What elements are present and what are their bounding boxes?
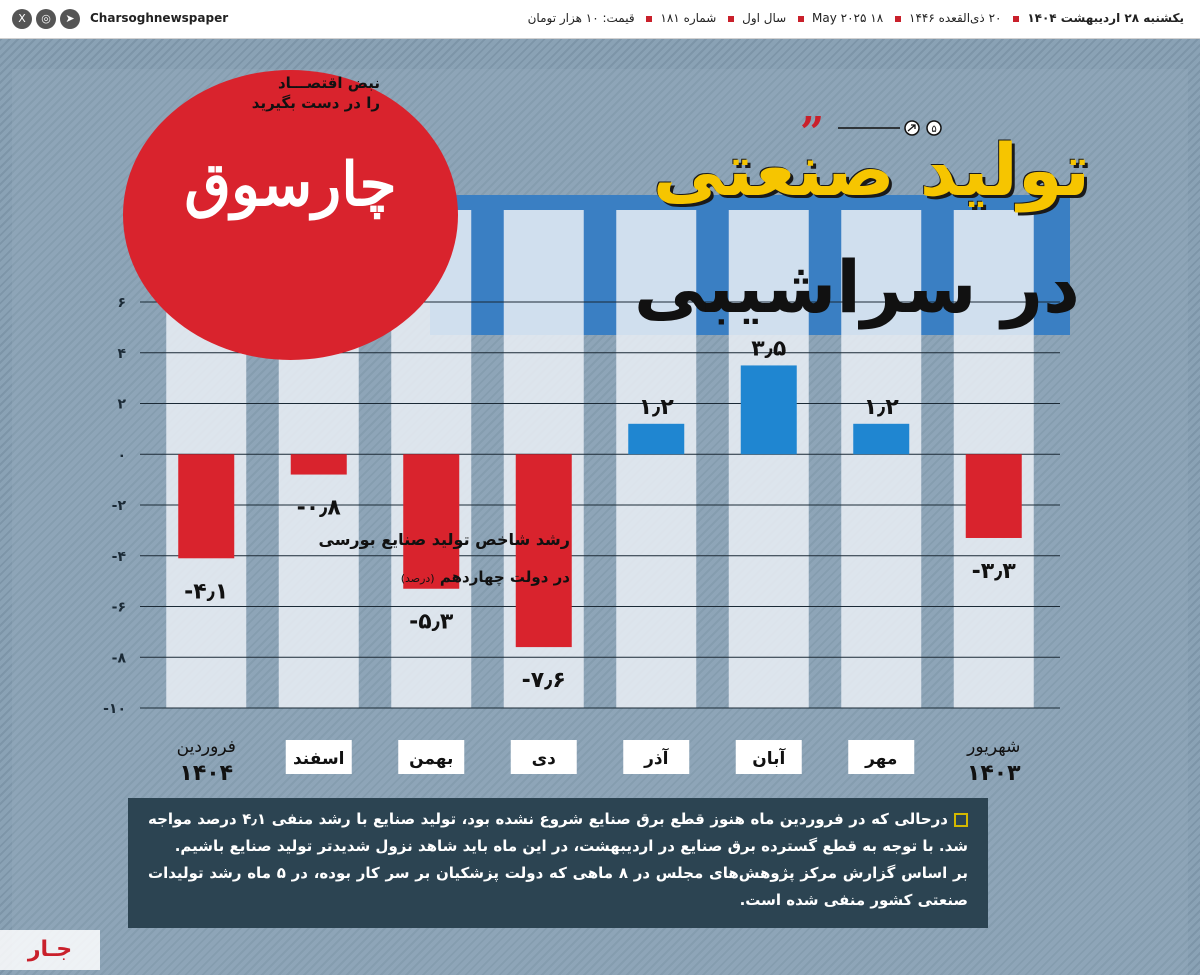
chart-column-bg [616, 210, 697, 708]
category-label: بهمن [409, 749, 453, 769]
chart-column-bg [841, 210, 922, 708]
top-bar: X ◎ ➤ Charsoghnewspaper یکشنبه ۲۸ اردیبه… [0, 0, 1200, 39]
category-label-box [623, 740, 690, 774]
masthead-hijri: ۲۰ ذی‌القعده ۱۴۴۶ [909, 11, 1002, 25]
bar [403, 454, 460, 589]
data-label: -۷٫۶ [522, 668, 566, 693]
category-label-box [735, 740, 802, 774]
data-label: -۵٫۳ [409, 610, 454, 635]
chart-title: رشد شاخص تولید صنایع بورسی [318, 530, 571, 549]
bar [290, 454, 347, 475]
y-tick-label: ۲ [117, 397, 126, 413]
logo-tagline-2: را در دست بگیرید [251, 94, 380, 112]
masthead-year: سال اول [742, 11, 787, 25]
headline-line-1: تولید صنعتی [652, 128, 1090, 212]
chart-subtitle-text: در دولت چهاردهم [439, 568, 570, 586]
data-label: ۱٫۲ [864, 395, 900, 420]
y-tick-label: ۴ [117, 346, 126, 362]
category-label: اسفند [293, 749, 345, 769]
logo-tagline-1: نبض اقتصـــاد [277, 74, 380, 92]
note-box: درحالی که در فروردین ماه هنوز قطع برق صن… [128, 798, 988, 928]
page-counter-number: ۵ [931, 124, 936, 135]
category-label: مهر [864, 749, 897, 769]
category-label: دی [532, 749, 557, 769]
bar [178, 454, 235, 559]
y-tick-label: ۰ [117, 447, 126, 463]
data-label: -۴٫۱ [184, 579, 228, 604]
masthead-gregorian: ۱۸ May ۲۰۲۵ [812, 11, 884, 25]
category-year-label: ۱۴۰۳ [967, 761, 1021, 786]
data-label: ۳٫۵ [751, 336, 786, 361]
category-label: شهریور [966, 737, 1020, 757]
brand-handle[interactable]: Charsoghnewspaper [90, 11, 229, 25]
logo-wordmark: چارسوق [184, 150, 397, 220]
category-label-box [848, 740, 915, 774]
masthead-price: قیمت: ۱۰ هزار تومان [527, 11, 635, 25]
bar [740, 365, 797, 455]
category-label: آبان [752, 747, 786, 769]
note-bullet-icon [954, 812, 968, 827]
data-label: -۳٫۳ [972, 559, 1017, 584]
data-label: ۱٫۲ [639, 395, 675, 420]
category-label: فروردین [177, 737, 236, 757]
data-label: -۰٫۸ [297, 496, 342, 521]
telegram-icon[interactable]: ➤ [60, 9, 80, 29]
masthead-issue: شماره ۱۸۱ [660, 11, 717, 25]
category-label-box [398, 740, 465, 774]
watermark-logo: جـار [0, 930, 100, 970]
y-tick-label: -۲ [112, 498, 127, 514]
y-tick-label: -۴ [112, 549, 127, 565]
masthead-date: یکشنبه ۲۸ اردیبهشت ۱۴۰۴ [1027, 11, 1184, 25]
bar [965, 454, 1022, 538]
headline-line-2: در سراشیبی [633, 245, 1080, 329]
note-paragraph-1: درحالی که در فروردین ماه هنوز قطع برق صن… [148, 810, 968, 855]
page-counter: ۵ [838, 120, 942, 136]
category-label-box [510, 740, 577, 774]
category-label: آذر [643, 747, 670, 769]
y-tick-label: -۶ [112, 600, 126, 616]
logo-badge [123, 70, 458, 360]
masthead-info: یکشنبه ۲۸ اردیبهشت ۱۴۰۴ ۲۰ ذی‌القعده ۱۴۴… [526, 11, 1186, 25]
note-paragraph-2: بر اساس گزارش مرکز پژوهش‌های مجلس در ۸ م… [148, 864, 968, 909]
category-label-box [285, 740, 352, 774]
instagram-icon[interactable]: ◎ [36, 9, 56, 29]
chart-unit-note: (درصد) [400, 572, 435, 585]
y-tick-label: -۱۰ [103, 701, 126, 717]
y-tick-label: ۶ [117, 295, 126, 311]
bar [628, 423, 685, 455]
x-icon[interactable]: X [12, 9, 32, 29]
y-tick-label: -۸ [112, 650, 127, 666]
bar [853, 423, 910, 455]
chart-column-bg [728, 210, 809, 708]
category-year-label: ۱۴۰۴ [179, 761, 233, 786]
quote-mark-icon: ” [800, 108, 825, 157]
bar [515, 454, 572, 648]
chart-subtitle: در دولت چهاردهم (درصد) [290, 568, 570, 586]
